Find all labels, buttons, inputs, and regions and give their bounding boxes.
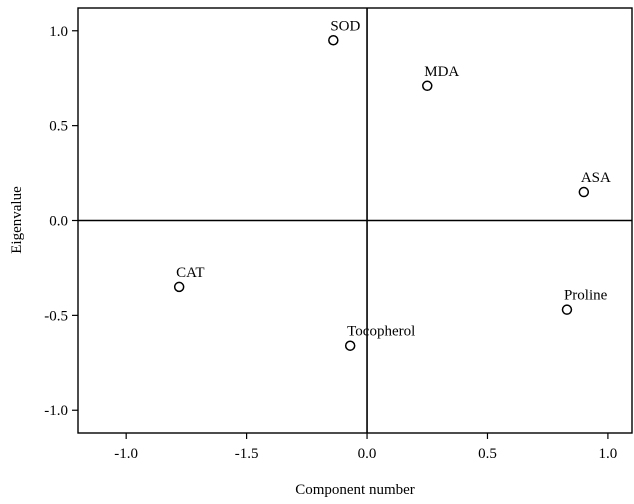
y-tick-label: -1.0 — [44, 403, 68, 419]
y-tick-label: -0.5 — [44, 308, 68, 324]
data-points: SOD MDA ASA CAT Tocopherol Proline — [173, 18, 611, 351]
x-axis-ticks: -1.0 -1.5 0.0 0.5 1.0 — [114, 433, 617, 462]
x-axis-title: Component number — [295, 482, 415, 498]
data-point-label: ASA — [581, 170, 611, 186]
x-tick-label: -1.0 — [114, 446, 138, 462]
data-point — [344, 340, 356, 351]
y-tick-label: 0.0 — [49, 214, 68, 230]
data-point — [561, 304, 573, 315]
reference-lines — [78, 8, 632, 433]
data-point-label: Tocopherol — [347, 324, 415, 340]
data-point — [173, 281, 185, 293]
y-axis-title: Eigenvalue — [9, 186, 25, 254]
data-point-label: SOD — [330, 18, 360, 34]
data-point-label: Proline — [564, 288, 608, 304]
x-tick-label: -1.5 — [235, 446, 259, 462]
data-point — [578, 186, 590, 198]
data-point-label: MDA — [424, 64, 459, 80]
data-point-label: CAT — [176, 265, 204, 281]
y-tick-label: 1.0 — [49, 24, 68, 40]
x-tick-label: 0.5 — [478, 446, 497, 462]
x-tick-label: 0.0 — [358, 446, 377, 462]
x-tick-label: 1.0 — [599, 446, 618, 462]
y-axis-ticks: 1.0 0.5 0.0 -0.5 -1.0 — [44, 24, 78, 419]
data-point — [328, 35, 339, 46]
y-tick-label: 0.5 — [49, 119, 68, 135]
data-point — [422, 80, 433, 92]
